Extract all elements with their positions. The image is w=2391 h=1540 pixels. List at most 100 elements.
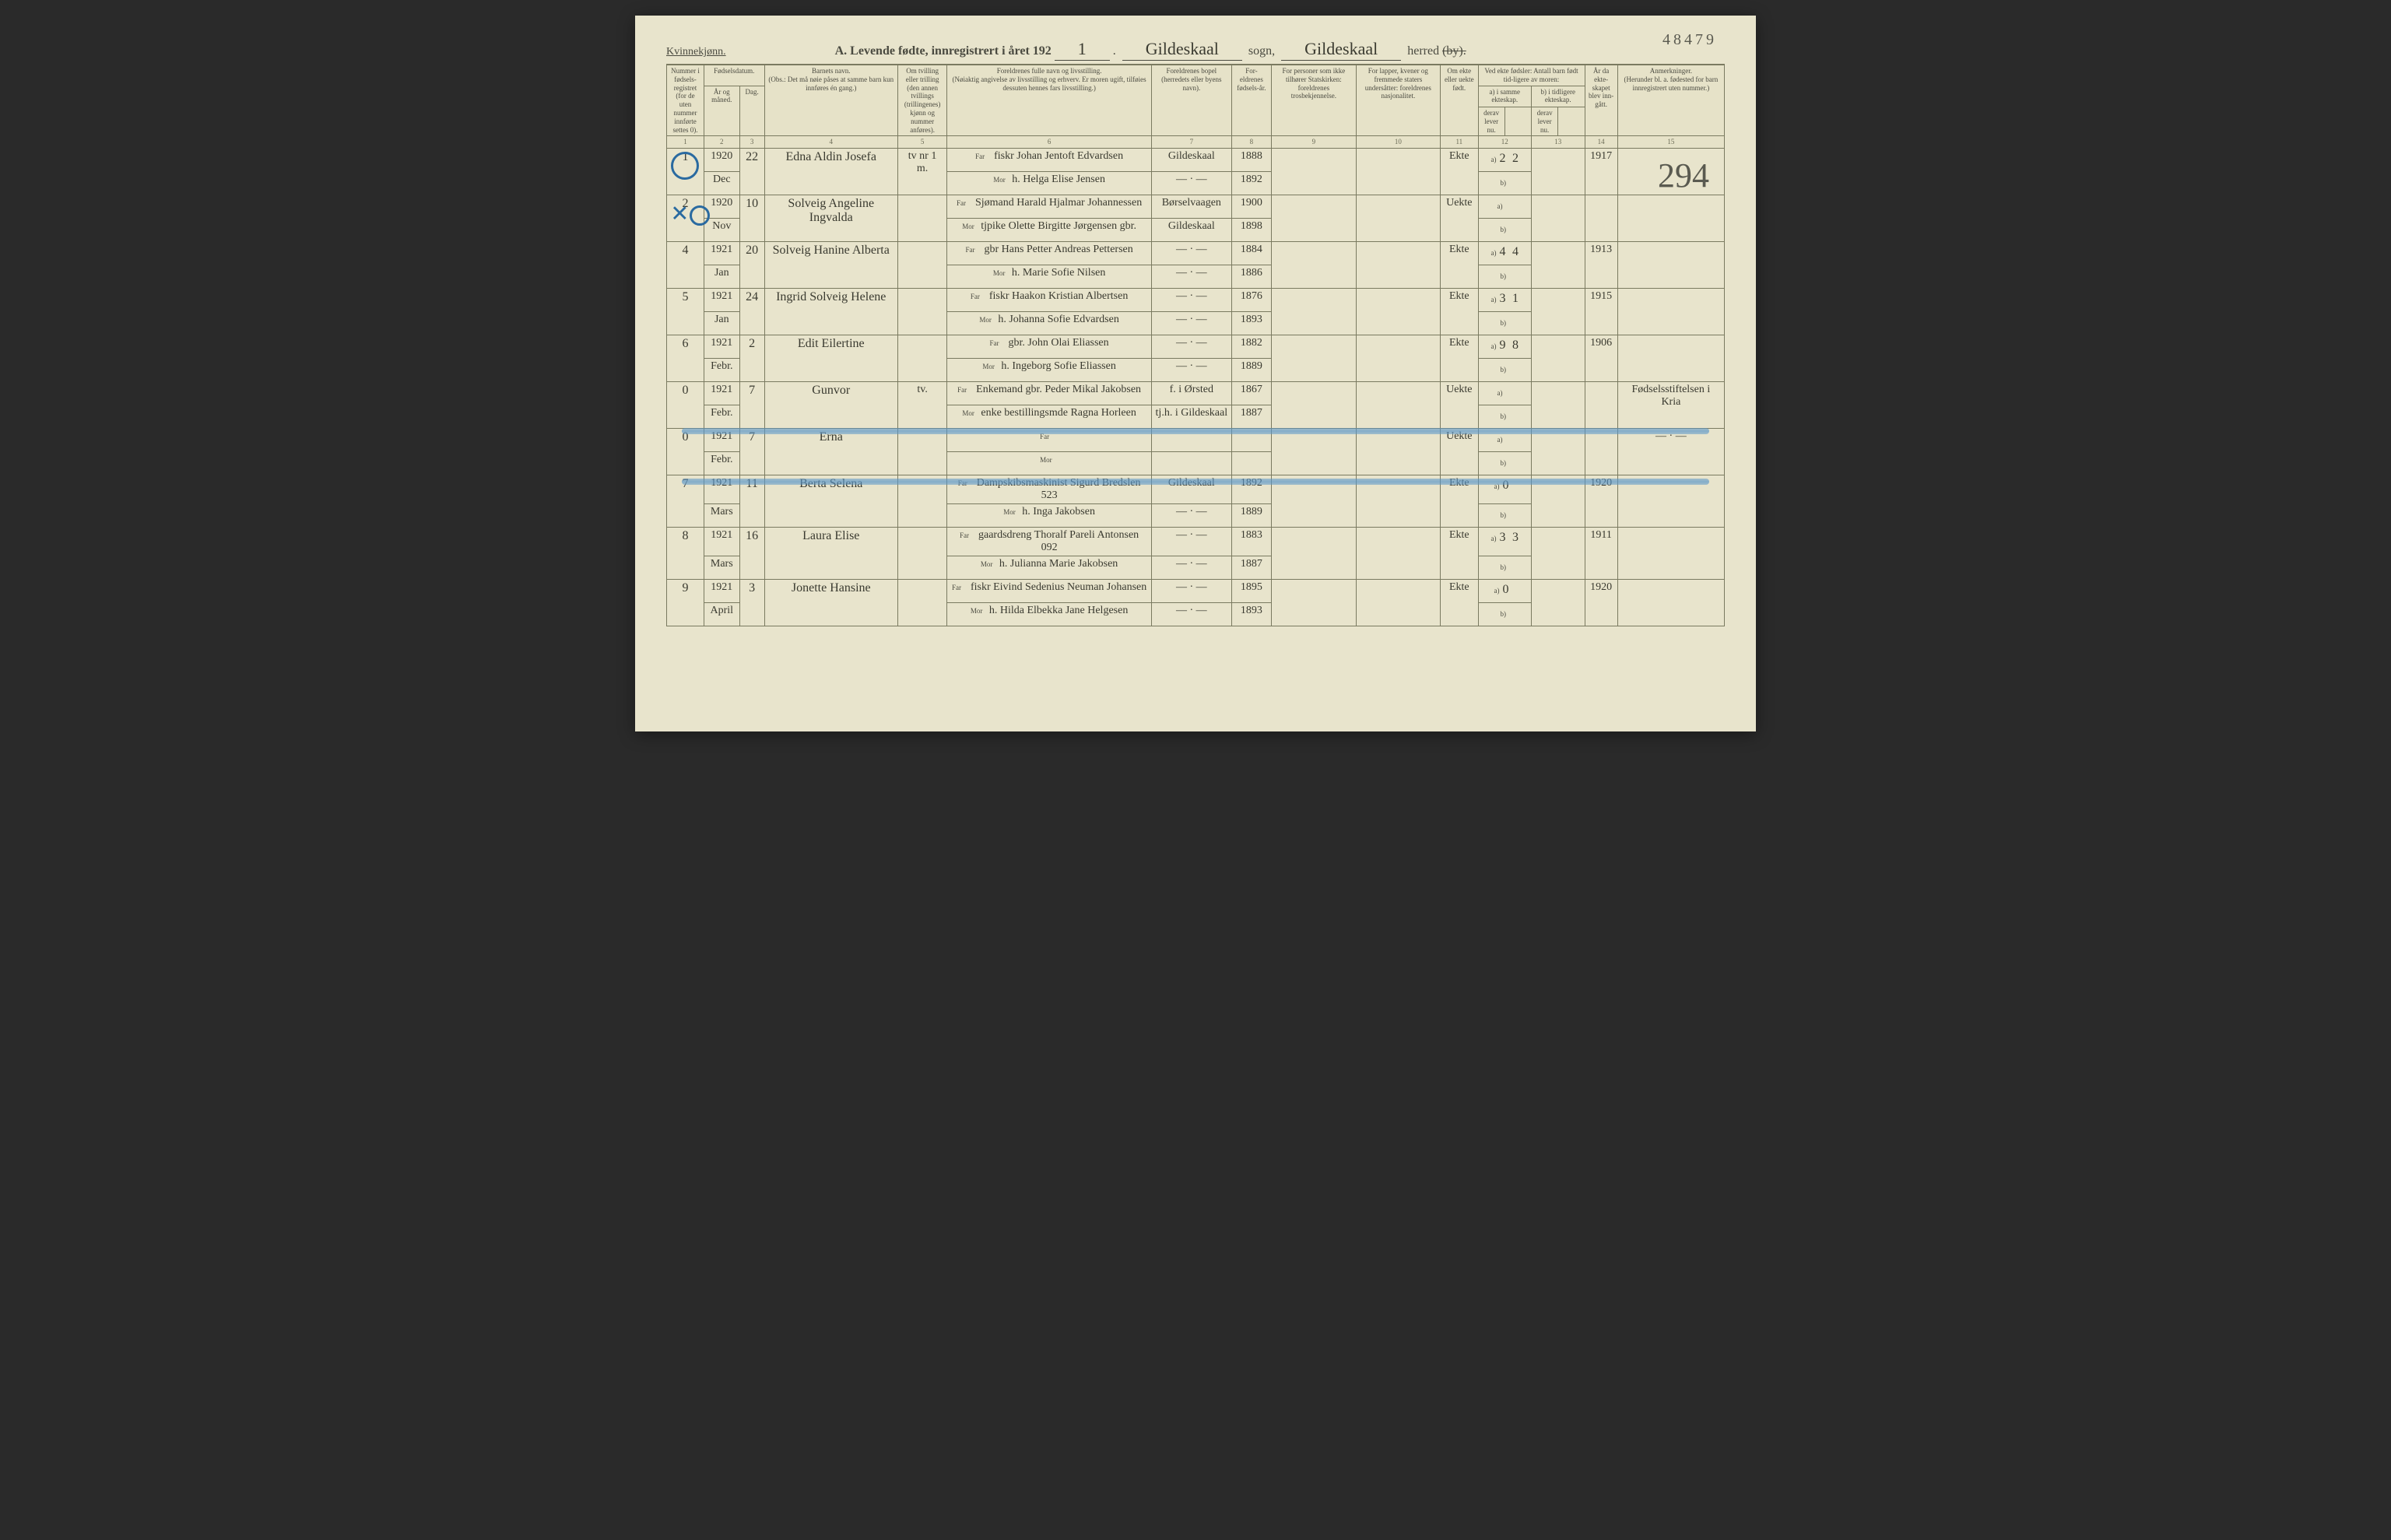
ekte: Ekte [1441, 528, 1478, 580]
bopel-mor: — · — [1151, 603, 1231, 626]
day: 16 [739, 528, 764, 580]
note: Fødselsstiftelsen i Kria [1617, 382, 1724, 429]
table-row: 619212Edit EilertineFargbr. John Olai El… [667, 335, 1725, 359]
b-cell: b) [1478, 219, 1532, 242]
twin: tv nr 1 m. [897, 149, 946, 195]
mor-cell: Morh. Hilda Elbekka Jane Helgesen [947, 603, 1152, 626]
blue-strike-2 [682, 479, 1709, 485]
col-10-header: For lapper, kvener og fremmede staters u… [1356, 65, 1440, 136]
faar-mor: 1893 [1231, 603, 1271, 626]
bopel-far: f. i Ørsted [1151, 382, 1231, 405]
col-15-header: Anmerkninger. (Herunder bl. a. fødested … [1617, 65, 1724, 136]
faar-mor: 1892 [1231, 172, 1271, 195]
faar-mor: 1886 [1231, 265, 1271, 289]
day: 3 [739, 580, 764, 626]
b-cell: b) [1478, 172, 1532, 195]
colnum: 7 [1151, 136, 1231, 149]
religion [1272, 195, 1356, 242]
table-row: 8192116Laura EliseFargaardsdreng Thoralf… [667, 528, 1725, 556]
col-11-header: Om ekte eller uekte født. [1441, 65, 1478, 136]
colnum: 11 [1441, 136, 1478, 149]
header-row: Kvinnekjønn. A. Levende fødte, innregist… [666, 39, 1725, 59]
col-13c-header [1558, 107, 1585, 135]
a-cell: a) [1478, 382, 1532, 405]
day: 24 [739, 289, 764, 335]
far-cell: Farfiskr Johan Jentoft Edvardsen [947, 149, 1152, 172]
b-cell: b) [1478, 312, 1532, 335]
col-4-header: Barnets navn. (Obs.: Det må nøie påses a… [764, 65, 897, 136]
col-13a-header [1504, 107, 1531, 135]
herred-value: Gildeskaal [1281, 39, 1401, 61]
register-table: Nummer i fødsels-registret (for de uten … [666, 65, 1725, 626]
entry-number: 6 [667, 335, 704, 382]
nationality [1356, 195, 1440, 242]
year-top: 1921 [704, 335, 739, 359]
nationality [1356, 528, 1440, 580]
mor-cell: Morh. Johanna Sofie Edvardsen [947, 312, 1152, 335]
faar-far: 1882 [1231, 335, 1271, 359]
religion [1272, 580, 1356, 626]
far-cell: FarEnkemand gbr. Peder Mikal Jakobsen [947, 382, 1152, 405]
mor-cell: Morh. Marie Sofie Nilsen [947, 265, 1152, 289]
a-cell: a)3 3 [1478, 528, 1532, 556]
bopel-mor: — · — [1151, 504, 1231, 528]
b-cell: b) [1478, 556, 1532, 580]
b-prev [1532, 195, 1585, 242]
bopel-mor: tj.h. i Gildeskaal [1151, 405, 1231, 429]
month-bot: Febr. [704, 452, 739, 475]
child-name: Edna Aldin Josefa [764, 149, 897, 195]
ekte: Ekte [1441, 289, 1478, 335]
twin [897, 289, 946, 335]
year-top: 1921 [704, 528, 739, 556]
year-top: 1921 [704, 289, 739, 312]
blue-circle-mark-2 [690, 205, 710, 226]
colnum: 10 [1356, 136, 1440, 149]
col-7-header: Foreldrenes bopel (herredets eller byens… [1151, 65, 1231, 136]
title-main: Levende fødte, innregistrert i året 192 [850, 44, 1052, 58]
bopel-mor: — · — [1151, 265, 1231, 289]
month-bot: Nov [704, 219, 739, 242]
ekte: Ekte [1441, 242, 1478, 289]
blue-strike-1 [682, 428, 1709, 434]
gender-label: Kvinnekjønn. [666, 46, 726, 58]
marr-year: 1913 [1585, 242, 1617, 289]
col-2a-header: År og måned. [704, 86, 739, 136]
table-row: 4192120Solveig Hanine AlbertaFargbr Hans… [667, 242, 1725, 265]
b-cell: b) [1478, 265, 1532, 289]
nationality [1356, 335, 1440, 382]
b-cell: b) [1478, 603, 1532, 626]
col-12b-header: derav lever nu. [1478, 107, 1504, 135]
colnum: 2 [704, 136, 739, 149]
child-name: Erna [764, 429, 897, 475]
faar-far: 1900 [1231, 195, 1271, 219]
table-body: 1192022Edna Aldin Josefatv nr 1 m.Farfis… [667, 149, 1725, 626]
col-14-header: År da ekte-skapet blev inn-gått. [1585, 65, 1617, 136]
faar-mor: 1887 [1231, 556, 1271, 580]
mor-cell: Mor [947, 452, 1152, 475]
religion [1272, 429, 1356, 475]
col-1-header: Nummer i fødsels-registret (for de uten … [667, 65, 704, 136]
colnum: 12 [1478, 136, 1532, 149]
twin [897, 429, 946, 475]
archive-number: 48479 [1662, 31, 1717, 49]
a-cell: a)2 2 [1478, 149, 1532, 172]
year-top: 1921 [704, 580, 739, 603]
faar-far: 1884 [1231, 242, 1271, 265]
mor-cell: Morh. Ingeborg Sofie Eliassen [947, 359, 1152, 382]
twin [897, 528, 946, 580]
religion [1272, 528, 1356, 580]
nationality [1356, 242, 1440, 289]
day: 2 [739, 335, 764, 382]
faar-mor: 1889 [1231, 504, 1271, 528]
month-bot: Jan [704, 312, 739, 335]
marr-year: 1917 [1585, 149, 1617, 195]
child-name: Solveig Angeline Ingvalda [764, 195, 897, 242]
far-cell: Fargbr Hans Petter Andreas Pettersen [947, 242, 1152, 265]
entry-number: 8 [667, 528, 704, 580]
month-bot: Mars [704, 504, 739, 528]
far-cell: Fargbr. John Olai Eliassen [947, 335, 1152, 359]
religion [1272, 335, 1356, 382]
nationality [1356, 149, 1440, 195]
year-top: 1921 [704, 382, 739, 405]
month-bot: April [704, 603, 739, 626]
